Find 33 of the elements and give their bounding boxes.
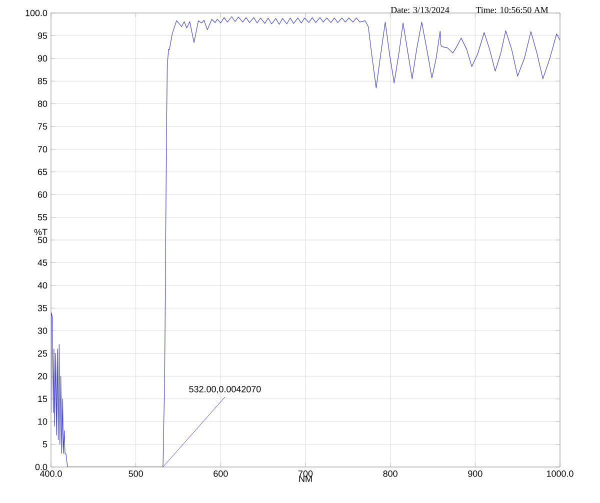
y-tick-label: 75	[38, 123, 48, 130]
y-tick-label: 10	[38, 418, 48, 425]
y-tick-label: 90	[38, 55, 48, 62]
y-tick-label: 55	[38, 214, 48, 220]
x-tick-label: 1000.0	[546, 470, 574, 477]
x-axis-title: NM	[299, 476, 312, 482]
y-tick-label: 70	[38, 146, 48, 152]
x-tick-label: 900	[468, 470, 482, 477]
x-tick-label: 600	[214, 470, 228, 477]
annotation: Time: 10:56:50 AM	[476, 6, 548, 14]
y-tick-label: 45	[38, 260, 48, 266]
y-tick-label: 100.0	[26, 10, 48, 16]
y-tick-label: 25	[38, 350, 48, 357]
annotation: 532.00,0.0042070	[189, 386, 261, 394]
x-tick-label: 800	[383, 470, 398, 477]
annotation: Date: 3/13/2024	[390, 6, 450, 14]
y-tick-label: 80	[38, 100, 48, 107]
x-tick-label: 500	[128, 470, 143, 477]
y-tick-label: 20	[38, 373, 48, 380]
y-tick-label: 15	[38, 396, 48, 402]
y-tick-label: 50	[38, 236, 48, 244]
y-tick-label: 35	[38, 304, 48, 312]
y-axis-title: %T	[34, 228, 48, 236]
y-tick-label: 85	[38, 78, 48, 84]
x-tick-label: 700	[298, 470, 313, 477]
y-tick-label: 30	[38, 328, 48, 334]
y-tick-label: 40	[38, 282, 48, 289]
y-tick-label: 60	[38, 191, 48, 198]
y-tick-label: 65	[38, 168, 48, 176]
y-tick-label: 5	[42, 441, 48, 448]
x-tick-label: 400.0	[40, 470, 62, 477]
y-tick-label: 95	[38, 32, 48, 39]
y-tick-label: 0.0	[35, 464, 48, 470]
